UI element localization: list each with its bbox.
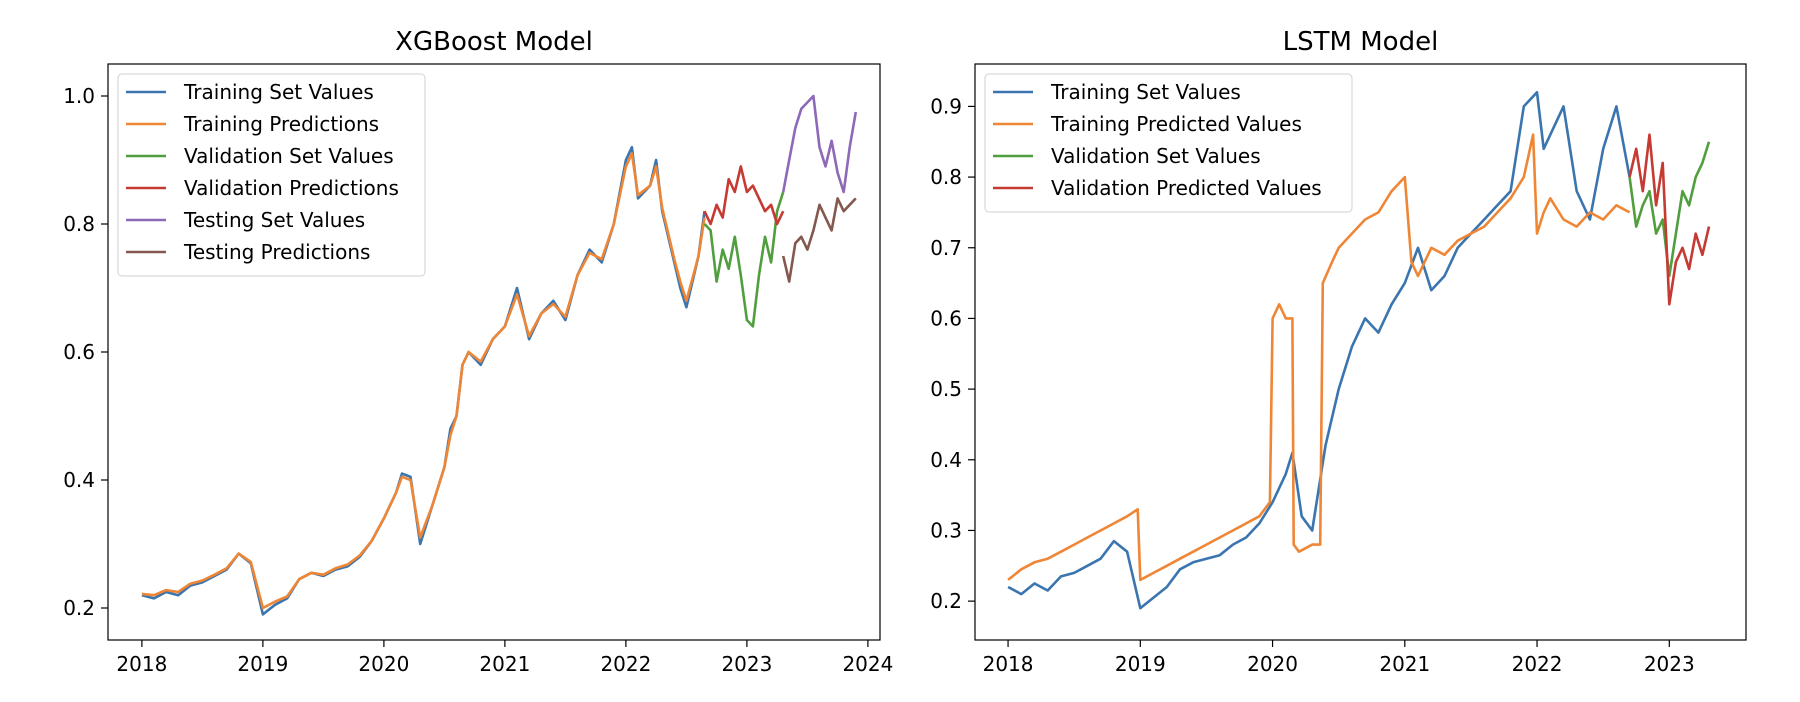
- x-tick-label: 2023: [1644, 652, 1695, 676]
- legend-label: Validation Predicted Values: [1051, 176, 1322, 200]
- x-tick-label: 2020: [1247, 652, 1298, 676]
- axes-frame: [974, 63, 1747, 641]
- y-tick-label: 0.9: [930, 94, 962, 118]
- legend: Training Set Values Training Predicted Va…: [984, 73, 1353, 213]
- legend-box: [984, 73, 1353, 213]
- x-tick-label: 2022: [600, 652, 651, 676]
- series-line-3: [1628, 133, 1711, 306]
- x-tick-label: 2023: [721, 652, 772, 676]
- y-tick-label: 0.5: [930, 377, 962, 401]
- legend-label: Validation Set Values: [184, 144, 394, 168]
- y-tick-label: 0.2: [930, 589, 962, 613]
- chart-title: XGBoost Model: [395, 27, 593, 57]
- legend: Training Set Values Training Predictions V…: [117, 73, 426, 277]
- legend-label: Training Set Values: [1050, 80, 1241, 104]
- series-line-0: [1007, 91, 1631, 610]
- x-tick-label: 2019: [237, 652, 288, 676]
- x-tick-label: 2021: [479, 652, 530, 676]
- x-tick-label: 2018: [983, 652, 1034, 676]
- y-tick-label: 0.4: [930, 448, 962, 472]
- y-tick-label: 1.0: [63, 84, 95, 108]
- y-tick-label: 0.8: [63, 212, 95, 236]
- y-tick-label: 0.2: [63, 596, 95, 620]
- legend-label: Testing Predictions: [183, 240, 370, 264]
- series-line-2: [703, 191, 785, 328]
- legend-label: Training Predictions: [183, 112, 379, 136]
- chart-title: LSTM Model: [1283, 27, 1439, 57]
- x-tick-label: 2020: [358, 652, 409, 676]
- x-tick-label: 2024: [842, 652, 893, 676]
- series-group: [1007, 91, 1711, 610]
- legend-box: [117, 73, 426, 277]
- legend-label: Testing Set Values: [183, 208, 365, 232]
- y-tick-label: 0.7: [930, 236, 962, 260]
- y-tick-label: 0.4: [63, 468, 95, 492]
- legend-label: Validation Predictions: [184, 176, 399, 200]
- series-line-1: [1007, 133, 1631, 582]
- x-tick-label: 2021: [1379, 652, 1430, 676]
- legend-label: Training Set Values: [183, 80, 374, 104]
- legend-label: Training Predicted Values: [1050, 112, 1302, 136]
- y-tick-label: 0.6: [63, 340, 95, 364]
- y-tick-label: 0.3: [930, 518, 962, 542]
- series-line-5: [781, 197, 857, 283]
- series-group: [141, 94, 858, 616]
- chart-panel-1: LSTM Model 2018 2019 2020 2021 2022 2023 0.2 0.3…: [930, 27, 1747, 676]
- legend-label: Validation Set Values: [1051, 144, 1261, 168]
- series-line-2: [1628, 141, 1711, 278]
- x-tick-label: 2022: [1512, 652, 1563, 676]
- x-tick-label: 2018: [116, 652, 167, 676]
- series-line-3: [703, 165, 785, 226]
- x-tick-label: 2019: [1115, 652, 1166, 676]
- series-line-4: [781, 94, 858, 194]
- y-tick-label: 0.8: [930, 165, 962, 189]
- chart-panel-0: XGBoost Model 2018 2019 2020 2021 2022 2023 202…: [63, 27, 893, 676]
- series-line-1: [141, 152, 706, 610]
- y-tick-label: 0.6: [930, 306, 962, 330]
